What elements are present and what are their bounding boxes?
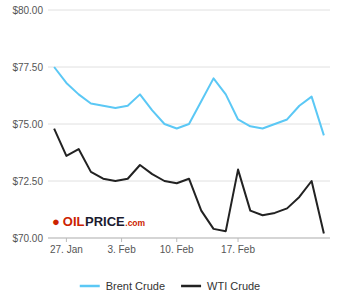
y-tick-label: $80.00 [12, 5, 43, 16]
x-axis-line [48, 238, 330, 239]
series-line [54, 67, 324, 135]
y-tick-label: $75.00 [12, 119, 43, 130]
x-tick-label: 27. Jan [50, 244, 83, 255]
legend-label: WTI Crude [207, 280, 260, 292]
chart: $70.00 $72.50 $75.00 $77.50 $80.00 27. Jan 3. … [0, 0, 340, 300]
x-tick [66, 238, 67, 242]
annotation: .com [125, 218, 145, 228]
annotation: OIL [63, 214, 85, 229]
y-tick-label: $72.50 [12, 176, 43, 187]
x-tick [176, 238, 177, 242]
legend-swatch [80, 285, 100, 288]
legend-item: Brent Crude [80, 280, 165, 292]
y-tick-label: $70.00 [12, 233, 43, 244]
legend-item: WTI Crude [181, 280, 260, 292]
grid-line [48, 67, 330, 68]
y-tick-label: $77.50 [12, 62, 43, 73]
x-tick-label: 3. Feb [107, 244, 136, 255]
series-line [54, 129, 324, 234]
x-tick-label: 10. Feb [160, 244, 194, 255]
x-tick [121, 238, 122, 242]
legend-label: Brent Crude [106, 280, 165, 292]
legend: Brent Crude WTI Crude [80, 280, 261, 292]
annotation: PRICE [85, 214, 125, 229]
x-tick-label: 17. Feb [221, 244, 255, 255]
grid-line [48, 238, 330, 239]
y-grid [48, 10, 330, 238]
lines [54, 67, 324, 233]
grid-line [48, 10, 330, 11]
x-tick [238, 238, 239, 242]
annotation: ● [52, 214, 60, 229]
watermark: ●OILPRICE.com [52, 214, 146, 229]
legend-swatch [181, 285, 201, 288]
